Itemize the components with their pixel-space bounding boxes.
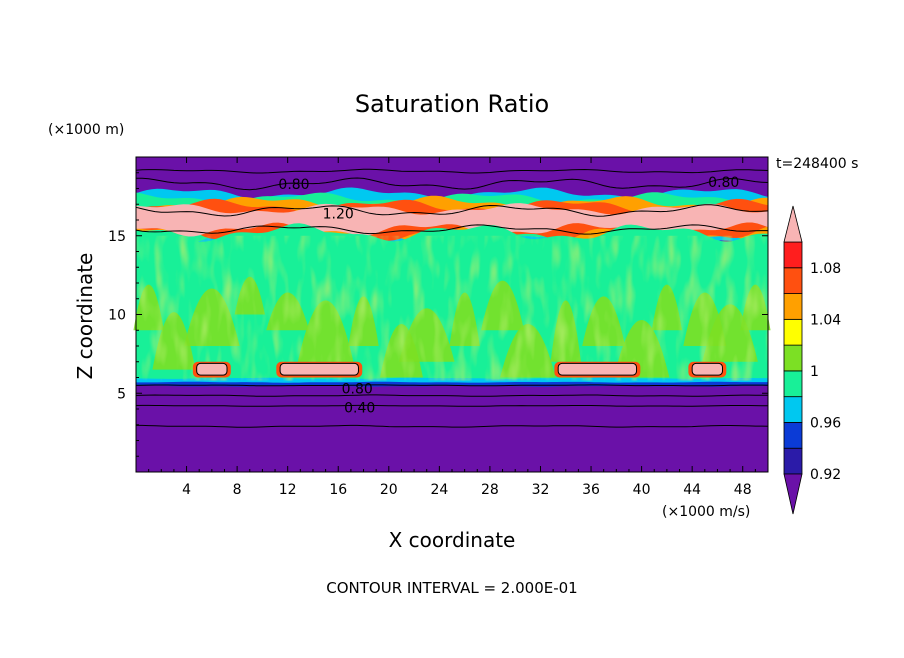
contour-line xyxy=(135,384,769,387)
contour-line xyxy=(135,168,769,174)
colorbar-segment xyxy=(783,396,803,423)
contour-line xyxy=(135,224,768,235)
colorbar-segment xyxy=(783,370,803,398)
colorbar-tick-label: 1.08 xyxy=(810,261,841,277)
colorbar-top-arrow xyxy=(783,205,803,243)
contour-interval-footer: CONTOUR INTERVAL = 2.000E-01 xyxy=(326,579,577,597)
plot-area xyxy=(133,157,771,472)
x-unit-label: (×1000 m/s) xyxy=(662,504,750,520)
colorbar-segment xyxy=(783,447,803,475)
pocket-core xyxy=(691,362,723,376)
x-tick-label: 24 xyxy=(430,482,448,498)
contour-line xyxy=(135,204,769,217)
x-tick-label: 28 xyxy=(481,482,499,498)
x-tick-label: 4 xyxy=(182,482,191,498)
x-tick-label: 36 xyxy=(582,482,600,498)
x-tick-label: 44 xyxy=(683,482,701,498)
pocket-core xyxy=(279,362,359,376)
colorbar-bottom-arrow xyxy=(783,473,803,515)
plume-speckle xyxy=(136,235,768,381)
y-unit-label: (×1000 m) xyxy=(48,122,124,138)
contour-lines xyxy=(135,168,769,428)
contour-line xyxy=(135,404,768,407)
colorbar-tick-label: 1.04 xyxy=(810,312,841,328)
y-tick-label: 5 xyxy=(117,386,126,402)
colorbar-tick-label: 1 xyxy=(810,364,819,380)
chart-title: Saturation Ratio xyxy=(355,90,549,118)
plume-group xyxy=(133,235,771,381)
x-axis-label: X coordinate xyxy=(389,528,516,552)
colorbar-segment xyxy=(783,318,803,346)
band-pink-upper xyxy=(136,203,768,237)
x-tick-label: 32 xyxy=(532,482,550,498)
x-tick-label: 20 xyxy=(380,482,398,498)
contour-label: 1.20 xyxy=(323,207,354,223)
colorbar-segment xyxy=(783,344,803,372)
pocket-core xyxy=(196,362,228,376)
pocket-core xyxy=(557,362,638,376)
contour-line xyxy=(135,394,768,397)
contour-line xyxy=(135,177,769,191)
x-tick-label: 48 xyxy=(734,482,752,498)
x-tick-label: 12 xyxy=(279,482,297,498)
colorbar-segment xyxy=(783,267,803,294)
y-tick-label: 15 xyxy=(108,229,126,245)
colorbar-segment xyxy=(783,422,803,449)
colorbar: 0.92 0.96 1 1.04 1.08 xyxy=(783,205,841,515)
contour-label: 0.80 xyxy=(278,177,309,193)
colorbar-tick-label: 0.92 xyxy=(810,467,841,483)
y-tick-label: 10 xyxy=(108,308,126,324)
contour-line xyxy=(136,424,769,428)
colorbar-tick-label: 0.96 xyxy=(810,415,841,431)
contour-label: 0.40 xyxy=(344,400,375,416)
x-tick-label: 16 xyxy=(329,482,347,498)
contour-label: 0.80 xyxy=(708,175,739,191)
contour-label: 0.80 xyxy=(342,382,373,398)
colorbar-segment xyxy=(783,241,803,269)
time-label: t=248400 s xyxy=(776,156,858,172)
colorbar-segment xyxy=(783,293,803,320)
x-tick-label: 8 xyxy=(233,482,242,498)
contour-labels: 0.80 0.80 1.20 0.80 0.40 xyxy=(278,175,739,416)
y-axis-label: Z coordinate xyxy=(73,253,97,380)
x-tick-label: 40 xyxy=(633,482,651,498)
